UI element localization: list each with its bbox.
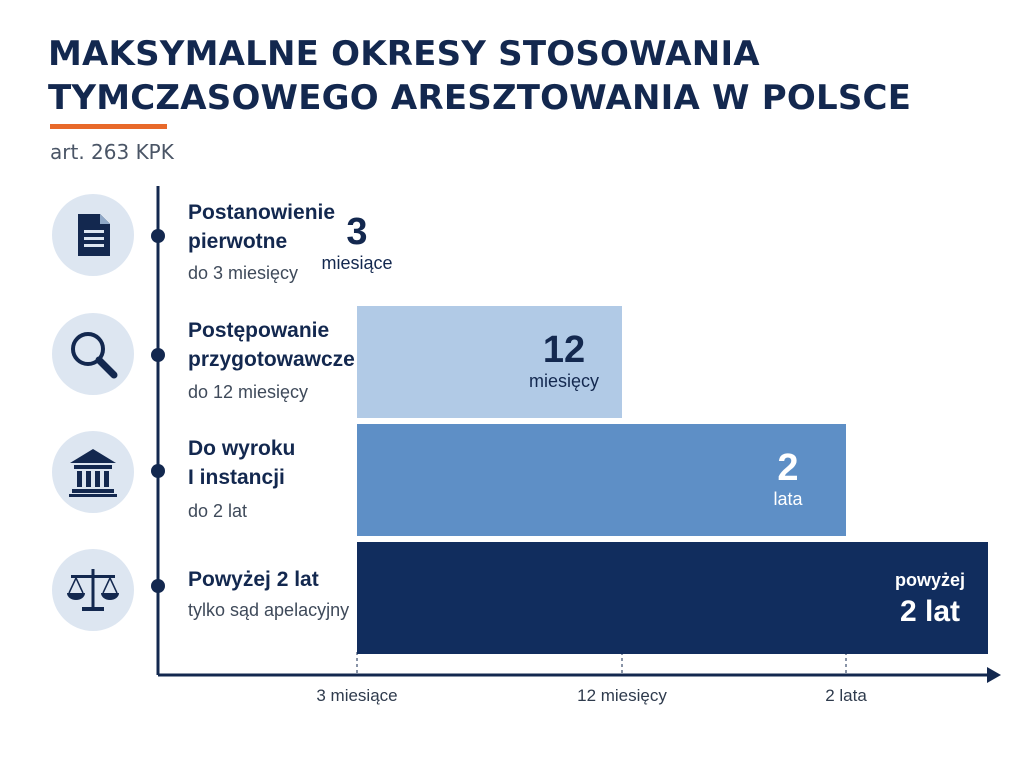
document-icon	[52, 194, 134, 276]
x-tick-label: 3 miesiące	[316, 686, 397, 705]
category-label-postepowanie: Postępowanie przygotowawcze	[188, 316, 358, 374]
category-label-line: pierwotne	[188, 230, 288, 253]
category-label-line: Do wyroku	[188, 437, 296, 460]
bar-unit-label: lata	[773, 489, 803, 509]
title-accent-line	[50, 124, 167, 129]
x-axis-arrow	[987, 667, 1001, 683]
timeline-dot	[151, 464, 165, 478]
category-sublabel-wyrok: do 2 lat	[188, 501, 248, 521]
magnifier-icon	[52, 313, 134, 395]
bar-value-label: 2	[777, 447, 798, 489]
timeline-dot	[151, 229, 165, 243]
subtitle: art. 263 KPK	[50, 140, 174, 164]
scales-icon	[52, 549, 134, 631]
category-sublabel-postanowienie: do 3 miesięcy	[188, 263, 299, 283]
bar	[357, 424, 846, 536]
x-tick-label: 2 lata	[825, 686, 867, 705]
title-line-1: MAKSYMALNE OKRESY STOSOWANIA	[48, 34, 760, 74]
category-sublabel-postepowanie: do 12 miesięcy	[188, 382, 309, 402]
category-label-line: Postanowienie	[188, 201, 336, 224]
bar-value-label: 12	[543, 329, 585, 371]
category-label-line: przygotowawcze	[188, 348, 355, 371]
bar-unit-label: powyżej	[895, 570, 965, 590]
x-tick-label: 12 miesięcy	[577, 686, 667, 705]
page-title: MAKSYMALNE OKRESY STOSOWANIA TYMCZASOWEG…	[48, 32, 988, 120]
title-line-2: TYMCZASOWEGO ARESZTOWANIA W POLSCE	[48, 78, 912, 118]
bar-unit-label: miesięcy	[529, 371, 599, 391]
timeline-dot	[151, 579, 165, 593]
category-label-powyzej: Powyżej 2 lat	[188, 565, 358, 594]
bar-value-label: 2 lat	[900, 595, 960, 628]
bar-unit-label: miesiące	[321, 253, 392, 273]
timeline-dot	[151, 348, 165, 362]
bar	[357, 306, 622, 418]
category-label-line: Powyżej 2 lat	[188, 568, 319, 591]
bar-value-label: 3	[346, 211, 367, 253]
category-label-line: Postępowanie	[188, 319, 330, 342]
category-label-wyrok: Do wyroku I instancji	[188, 434, 358, 492]
courthouse-icon	[52, 431, 134, 513]
bar	[357, 542, 988, 654]
category-label-line: I instancji	[188, 466, 285, 489]
category-sublabel-powyzej: tylko sąd apelacyjny	[188, 600, 350, 620]
category-label-postanowienie: Postanowienie pierwotne	[188, 198, 358, 256]
